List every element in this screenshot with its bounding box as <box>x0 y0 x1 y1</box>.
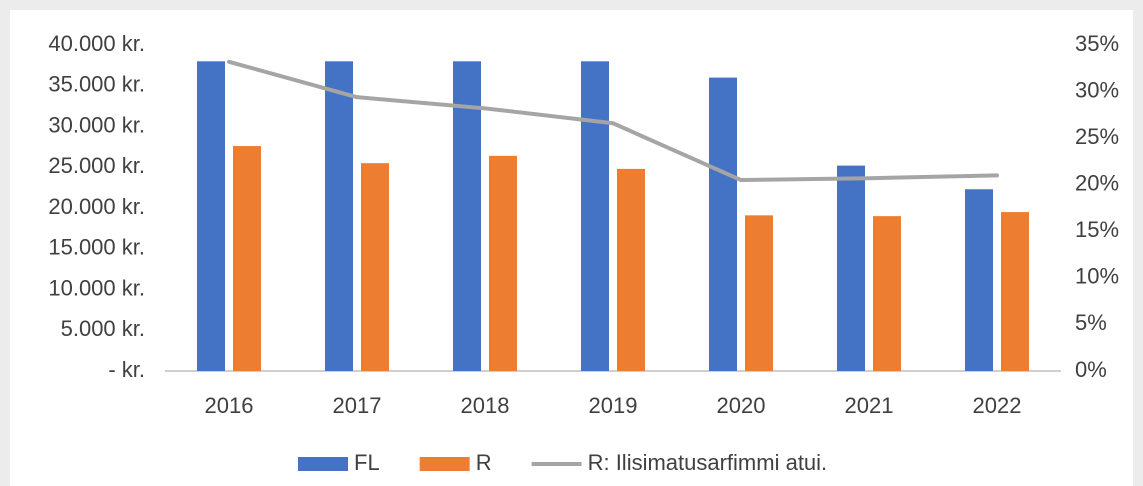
x-tick-label: 2016 <box>205 393 254 418</box>
bar <box>361 163 389 371</box>
bar <box>617 168 645 371</box>
y2-tick-label: 20% <box>1075 171 1119 196</box>
legend-label: FL <box>354 450 380 475</box>
bar <box>197 61 225 372</box>
bar <box>1001 212 1029 371</box>
legend-swatch <box>298 457 348 471</box>
y2-tick-label: 25% <box>1075 124 1119 149</box>
legend-swatch <box>419 457 470 471</box>
y-tick-label: 25.000 kr. <box>48 153 145 178</box>
legend-label: R <box>476 450 492 475</box>
y2-tick-label: 30% <box>1075 77 1119 102</box>
x-tick-label: 2022 <box>973 393 1022 418</box>
y-tick-label: 5.000 kr. <box>61 316 145 341</box>
y2-tick-label: 15% <box>1075 217 1119 242</box>
line <box>227 59 999 183</box>
legend-label: R: Ilisimatusarfimmi atui. <box>588 450 828 475</box>
x-tick-label: 2017 <box>333 393 382 418</box>
bar <box>453 61 481 372</box>
chart-background <box>10 10 1133 486</box>
y-tick-label: 20.000 kr. <box>48 194 145 219</box>
y-tick-label: 10.000 kr. <box>48 275 145 300</box>
y-tick-label: 40.000 kr. <box>48 31 145 56</box>
y-tick-label: 30.000 kr. <box>48 112 145 137</box>
y2-tick-label: 0% <box>1075 357 1107 382</box>
bar <box>745 215 773 371</box>
bar <box>837 165 865 371</box>
y-tick-label: 35.000 kr. <box>48 72 145 97</box>
bar <box>965 189 993 371</box>
x-tick-label: 2018 <box>461 393 510 418</box>
y-tick-label: - kr. <box>108 357 145 382</box>
y2-tick-label: 10% <box>1075 264 1119 289</box>
y-tick-label: 15.000 kr. <box>48 235 145 260</box>
y2-tick-label: 35% <box>1075 31 1119 56</box>
x-tick-label: 2019 <box>589 393 638 418</box>
bar <box>709 77 737 371</box>
x-tick-label: 2021 <box>845 393 894 418</box>
y2-tick-label: 5% <box>1075 310 1107 335</box>
bar <box>233 146 261 371</box>
x-tick-label: 2020 <box>717 393 766 418</box>
bar <box>581 61 609 372</box>
bar <box>873 216 901 371</box>
bar <box>489 155 517 371</box>
bar <box>325 61 353 372</box>
